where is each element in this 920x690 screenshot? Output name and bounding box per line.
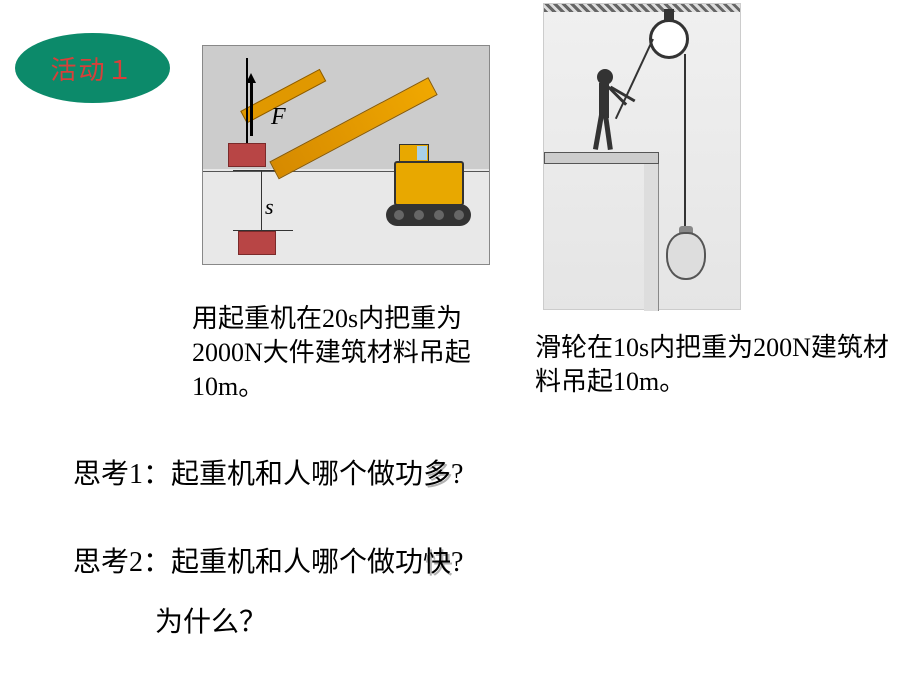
question-3: 为什么？: [155, 600, 267, 640]
question-2-prefix: 思考2：起重机和人哪个做功: [73, 547, 423, 578]
crane-wheel-icon: [454, 210, 464, 220]
crane-force-arrow: [250, 81, 253, 136]
crane-load-top: [228, 143, 266, 167]
crane-distance-line: [261, 171, 262, 231]
pulley-rope-right: [684, 54, 686, 234]
question-2-suffix: ?: [451, 547, 463, 578]
crane-window: [417, 146, 427, 160]
crane-body: [394, 161, 464, 206]
crane-load-bottom: [238, 231, 276, 255]
pulley-caption: 滑轮在10s内把重为200N建筑材料吊起10m。: [535, 331, 905, 399]
activity-badge-label: 活动１: [50, 50, 134, 87]
pulley-wall: [644, 164, 659, 311]
person-leg: [593, 115, 604, 150]
question-1-emphasis: 多: [423, 452, 451, 492]
pulley-diagram: [543, 3, 741, 310]
question-2-emphasis: 快: [423, 540, 451, 580]
crane-caption: 用起重机在20s内把重为2000N大件建筑材料吊起10m。: [192, 302, 532, 403]
question-1-suffix: ?: [451, 459, 463, 490]
crane-cable: [246, 58, 248, 143]
distance-label: s: [265, 194, 274, 220]
crane-wheel-icon: [434, 210, 444, 220]
activity-badge: 活动１: [15, 33, 170, 103]
person-icon: [579, 69, 629, 159]
crane-diagram: F s: [202, 45, 490, 265]
pulley-sack: [666, 232, 706, 280]
person-leg: [603, 115, 613, 150]
pulley-ceiling: [544, 4, 740, 12]
question-2: 思考2：起重机和人哪个做功快?: [73, 540, 463, 580]
pulley-wheel-icon: [649, 19, 689, 59]
force-label: F: [271, 104, 286, 131]
crane-wheel-icon: [394, 210, 404, 220]
question-1-prefix: 思考1：起重机和人哪个做功: [73, 459, 423, 490]
crane-wheel-icon: [414, 210, 424, 220]
question-1: 思考1：起重机和人哪个做功多?: [73, 452, 463, 492]
